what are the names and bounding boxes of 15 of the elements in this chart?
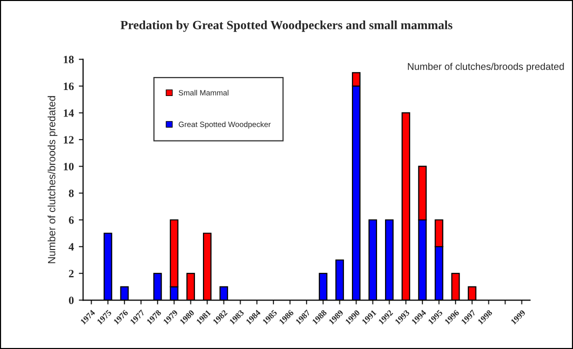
y-tick-label: 16 [64, 82, 74, 90]
y-tick-label: 12 [64, 136, 74, 144]
x-tick-label: 1981 [196, 310, 212, 325]
annotation: Number of clutches/broods predated [408, 62, 564, 72]
y-tick-label: 8 [68, 190, 74, 198]
y-tick-label: 4 [68, 243, 74, 250]
y-tick-label: 10 [64, 162, 74, 170]
y-axis-title: Number of clutches/broods predated [48, 96, 58, 264]
y-tick-label: 14 [64, 109, 74, 117]
x-tick-label: 1991 [362, 310, 377, 325]
chart-title: Predation by Great Spotted Woodpeckers and small mammals [120, 20, 452, 32]
y-tick-label: 18 [64, 56, 74, 64]
y-tick-label: 6 [68, 216, 74, 224]
y-tick-label: 2 [68, 270, 74, 278]
y-tick-label: 0 [68, 296, 74, 304]
